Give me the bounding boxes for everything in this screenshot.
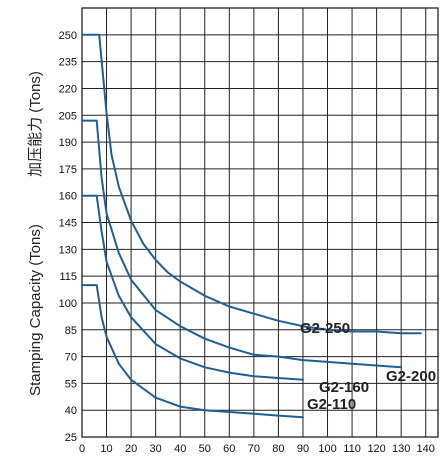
y-axis-title: Stamping Capacity (Tons): [27, 224, 44, 396]
x-axis-tick-labels: 0 10 20 30 40 50 60 70 80 90 100 110 120 130 140: [79, 443, 435, 455]
x-tick-label: 120: [367, 443, 385, 455]
x-tick-label: 90: [297, 443, 309, 455]
series-line-g2-160: [81, 194, 304, 381]
y-tick-label: 115: [59, 271, 77, 283]
y-tick-label: 25: [65, 432, 77, 444]
x-tick-label: 130: [392, 443, 410, 455]
x-tick-label: 10: [100, 443, 112, 455]
x-tick-label: 80: [272, 443, 284, 455]
x-tick-label: 100: [318, 443, 336, 455]
y-tick-label: 130: [59, 244, 77, 256]
y-tick-label: 160: [59, 191, 77, 203]
x-tick-label: 20: [125, 443, 137, 455]
series-lines: [81, 33, 422, 419]
y-tick-label: 55: [65, 378, 77, 390]
plot-frame: [81, 7, 439, 438]
y-tick-label: 40: [65, 405, 77, 417]
y-tick-label: 235: [59, 57, 77, 69]
chart-grid: [81, 7, 438, 438]
series-label-g2-160: G2-160: [319, 379, 369, 396]
y-tick-label: 220: [59, 83, 77, 95]
y-axis-tick-labels: 25 40 55 70 85 100 115 130 145 160 175 190 205 220 235…: [59, 30, 77, 444]
y-tick-label: 205: [59, 110, 77, 122]
y-tick-label: 70: [65, 352, 77, 364]
series-label-g2-250: G2-250: [300, 320, 350, 337]
x-tick-label: 40: [174, 443, 186, 455]
x-tick-label: 0: [79, 443, 85, 455]
series-label-g2-200: G2-200: [386, 368, 436, 385]
x-tick-label: 60: [223, 443, 235, 455]
x-tick-label: 110: [343, 443, 361, 455]
x-tick-label: 30: [150, 443, 162, 455]
x-tick-label: 50: [199, 443, 211, 455]
series-label-g2-110: G2-110: [307, 396, 356, 413]
y-tick-label: 145: [59, 218, 77, 230]
series-line-g2-250: [81, 33, 422, 335]
y-tick-label: 190: [59, 137, 77, 149]
x-tick-label: 140: [417, 443, 435, 455]
y-tick-label: 250: [59, 30, 77, 42]
y-axis-title-chinese: 加压能力 (Tons): [27, 71, 44, 177]
y-tick-label: 100: [59, 298, 77, 310]
y-tick-label: 175: [59, 164, 77, 176]
series-line-g2-200: [81, 119, 403, 369]
y-tick-label: 85: [65, 325, 77, 337]
x-tick-label: 70: [248, 443, 260, 455]
series-line-g2-110: [81, 284, 304, 419]
